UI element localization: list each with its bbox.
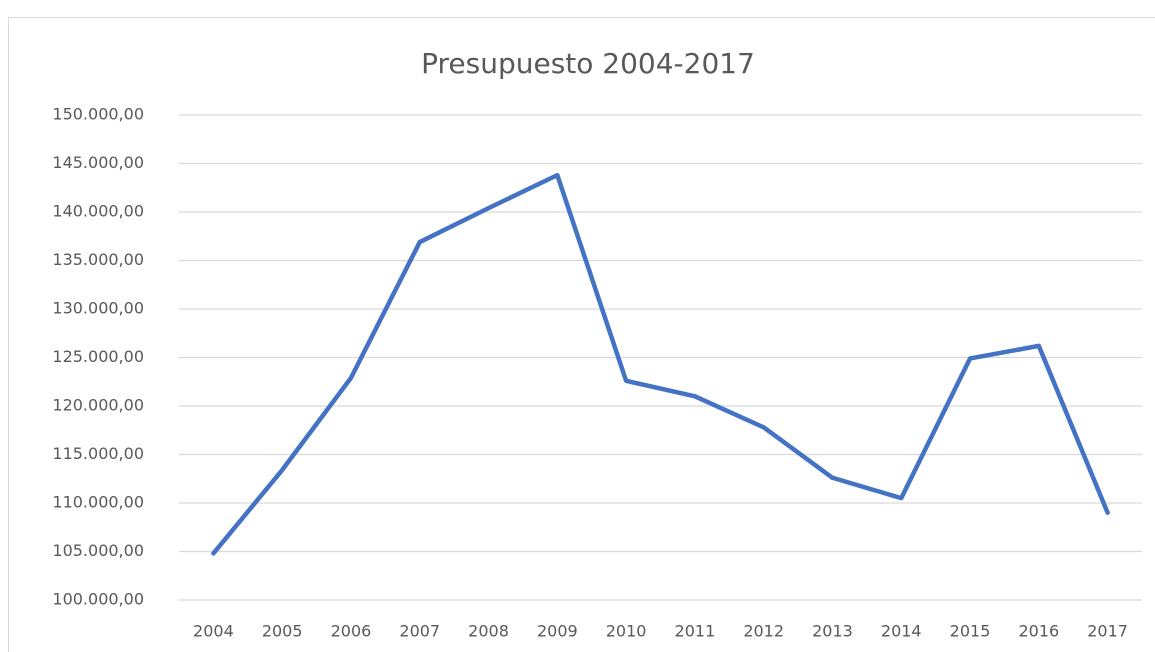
x-tick-label: 2014: [881, 622, 922, 641]
x-tick-label: 2011: [675, 622, 716, 641]
x-tick-label: 2016: [1018, 622, 1059, 641]
x-tick-label: 2017: [1087, 622, 1128, 641]
x-tick-label: 2013: [812, 622, 853, 641]
y-tick-label: 130.000,00: [52, 299, 144, 318]
x-tick-label: 2010: [606, 622, 647, 641]
chart-title: Presupuesto 2004-2017: [421, 47, 755, 80]
y-tick-label: 135.000,00: [52, 250, 144, 269]
x-tick-label: 2004: [193, 622, 234, 641]
line: [211, 172, 1110, 556]
x-tick-label: 2007: [399, 622, 440, 641]
x-tick-label: 2009: [537, 622, 578, 641]
y-tick-label: 150.000,00: [52, 105, 144, 124]
x-tick-label: 2015: [950, 622, 991, 641]
y-tick-label: 110.000,00: [52, 493, 144, 512]
y-tick-label: 115.000,00: [52, 444, 144, 463]
x-tick-label: 2012: [743, 622, 784, 641]
y-tick-label: 120.000,00: [52, 396, 144, 415]
x-tick-label: 2006: [331, 622, 372, 641]
x-tick-label: 2005: [262, 622, 303, 641]
y-tick-label: 125.000,00: [52, 347, 144, 366]
y-tick-label: 100.000,00: [52, 590, 144, 609]
chart-border: [8, 17, 1155, 652]
x-tick-label: 2008: [468, 622, 509, 641]
y-tick-label: 145.000,00: [52, 153, 144, 172]
y-tick-label: 105.000,00: [52, 541, 144, 560]
y-tick-label: 140.000,00: [52, 202, 144, 221]
